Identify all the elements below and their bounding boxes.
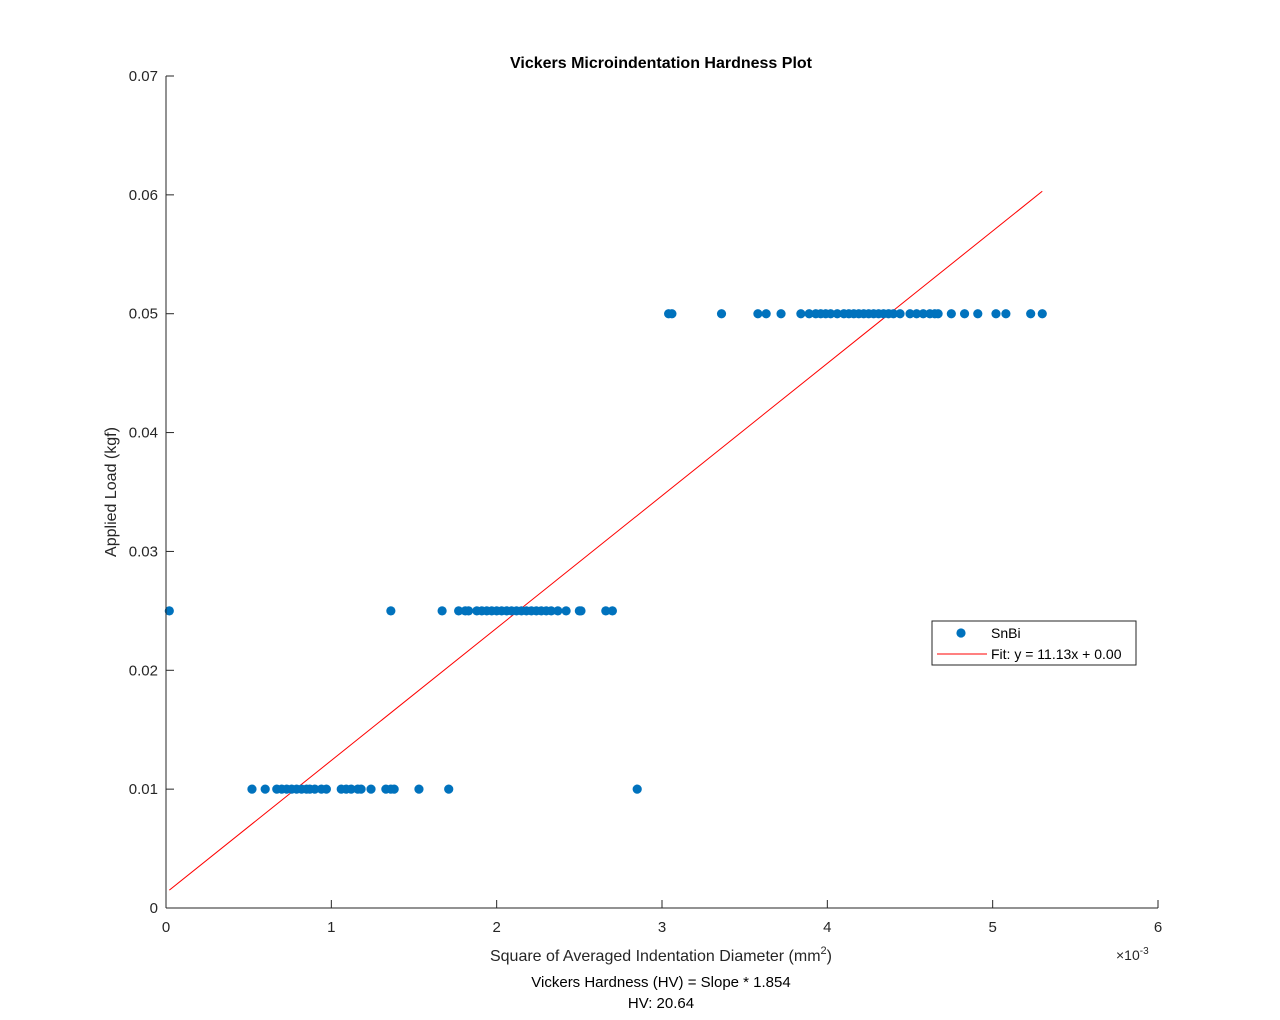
y-tick-label: 0 bbox=[150, 900, 158, 917]
data-point-snbi bbox=[761, 309, 771, 319]
y-tick-label: 0.05 bbox=[129, 306, 158, 323]
data-point-snbi bbox=[667, 309, 677, 319]
data-point-snbi bbox=[310, 784, 320, 794]
x-exponent-label: ×10-3 bbox=[1116, 946, 1149, 963]
plot-area bbox=[164, 190, 1047, 891]
y-tick-label: 0.06 bbox=[129, 187, 158, 204]
data-point-snbi bbox=[366, 784, 376, 794]
data-point-snbi bbox=[912, 309, 922, 319]
x-tick-label: 2 bbox=[492, 919, 500, 936]
fit-line bbox=[168, 190, 1043, 891]
data-point-snbi bbox=[991, 309, 1001, 319]
x-ticks: 0 1 2 3 4 5 6 bbox=[162, 900, 1162, 936]
data-point-snbi bbox=[1001, 309, 1011, 319]
data-point-snbi bbox=[437, 606, 447, 616]
data-point-snbi bbox=[346, 784, 356, 794]
data-point-snbi bbox=[918, 309, 928, 319]
x-exponent-base: ×10 bbox=[1116, 947, 1140, 963]
data-point-snbi bbox=[1037, 309, 1047, 319]
x-axis-label-text: Square of Averaged Indentation Diameter … bbox=[490, 948, 821, 965]
x-tick-label: 6 bbox=[1154, 919, 1162, 936]
data-point-snbi bbox=[601, 606, 611, 616]
data-point-snbi bbox=[905, 309, 915, 319]
y-tick-label: 0.07 bbox=[129, 68, 158, 85]
data-point-snbi bbox=[832, 309, 842, 319]
annotation-hv-value: HV: 20.64 bbox=[628, 995, 694, 1012]
y-tick-label: 0.01 bbox=[129, 781, 158, 798]
data-point-snbi bbox=[260, 784, 270, 794]
legend-label-snbi: SnBi bbox=[991, 625, 1021, 641]
data-point-snbi bbox=[444, 784, 454, 794]
y-tick-label: 0.04 bbox=[129, 425, 158, 442]
data-point-snbi bbox=[454, 606, 464, 616]
x-exponent-power: -3 bbox=[1140, 946, 1149, 957]
data-point-snbi bbox=[321, 784, 331, 794]
data-point-snbi bbox=[1026, 309, 1036, 319]
y-tick-label: 0.03 bbox=[129, 543, 158, 560]
data-point-snbi bbox=[386, 606, 396, 616]
data-point-snbi bbox=[895, 309, 905, 319]
data-point-snbi bbox=[356, 784, 366, 794]
data-point-snbi bbox=[463, 606, 474, 616]
data-point-snbi bbox=[933, 309, 943, 319]
y-tick-label: 0.02 bbox=[129, 662, 158, 679]
data-point-snbi bbox=[414, 784, 424, 794]
data-point-snbi bbox=[247, 784, 257, 794]
data-point-snbi bbox=[826, 309, 836, 319]
data-point-snbi bbox=[546, 606, 556, 616]
data-point-snbi bbox=[576, 606, 586, 616]
data-point-snbi bbox=[164, 606, 174, 616]
x-tick-label: 5 bbox=[988, 919, 996, 936]
x-tick-label: 0 bbox=[162, 919, 170, 936]
data-point-snbi bbox=[607, 606, 618, 616]
annotation-formula: Vickers Hardness (HV) = Slope * 1.854 bbox=[531, 974, 790, 991]
data-point-snbi bbox=[888, 309, 899, 319]
x-axis-label-superscript: 2 bbox=[821, 945, 827, 957]
data-point-snbi bbox=[553, 606, 563, 616]
x-axis-label: Square of Averaged Indentation Diameter … bbox=[490, 945, 832, 965]
data-point-snbi bbox=[753, 309, 763, 319]
data-point-snbi bbox=[804, 309, 814, 319]
data-point-snbi bbox=[716, 309, 727, 319]
data-point-snbi bbox=[973, 309, 983, 319]
y-ticks: 0 0.01 0.02 0.03 0.04 0.05 0.06 0.07 bbox=[129, 68, 174, 917]
legend-marker-snbi bbox=[956, 628, 966, 638]
data-point-snbi bbox=[561, 606, 571, 616]
legend: SnBi Fit: y = 11.13x + 0.00 bbox=[931, 620, 1137, 666]
x-tick-label: 1 bbox=[327, 919, 335, 936]
data-point-snbi bbox=[389, 784, 399, 794]
data-point-snbi bbox=[959, 309, 970, 319]
chart-title: Vickers Microindentation Hardness Plot bbox=[510, 55, 813, 72]
data-point-snbi bbox=[776, 309, 786, 319]
x-axis-label-close: ) bbox=[827, 948, 832, 965]
data-point-snbi bbox=[946, 309, 956, 319]
x-tick-label: 4 bbox=[823, 919, 831, 936]
data-point-snbi bbox=[796, 309, 806, 319]
y-axis-label: Applied Load (kgf) bbox=[103, 427, 120, 557]
x-tick-label: 3 bbox=[658, 919, 666, 936]
legend-box bbox=[931, 620, 1137, 666]
legend-label-fit: Fit: y = 11.13x + 0.00 bbox=[991, 646, 1122, 662]
data-point-snbi bbox=[632, 784, 642, 794]
